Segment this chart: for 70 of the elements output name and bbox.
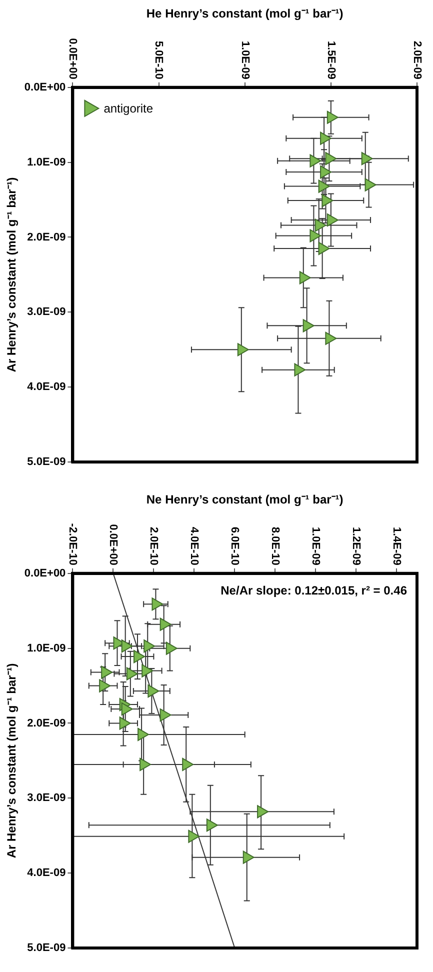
- point: [160, 708, 172, 722]
- point: [99, 679, 111, 692]
- point: [101, 666, 113, 679]
- point: [326, 110, 338, 124]
- y-tick-label: 0.0E+00: [24, 81, 66, 94]
- point: [302, 319, 314, 332]
- x-tick-label: 1.0E-09: [238, 40, 251, 80]
- point: [160, 618, 172, 631]
- point: [294, 363, 306, 376]
- x-tick-label: 1.5E-09: [324, 40, 337, 80]
- point: [121, 702, 133, 716]
- point: [322, 194, 334, 208]
- y-axis-title: Ar Henry’s constant (mol g⁻¹ bar⁻¹): [4, 663, 19, 858]
- point: [140, 758, 152, 772]
- x-tick-label: -2.0E-10: [66, 523, 79, 566]
- y-tick-label: 1.0E-09: [27, 642, 66, 654]
- x-tick-label: 4.0E-10: [188, 526, 200, 566]
- point: [326, 213, 338, 227]
- point: [310, 229, 322, 242]
- point: [320, 132, 332, 145]
- point: [166, 642, 178, 655]
- x-tick-label: 2.0E-09: [410, 40, 423, 80]
- x-tick-label: 5.0E-10: [152, 40, 165, 80]
- x-tick-label: 0.0E+00: [107, 524, 120, 566]
- point: [242, 850, 254, 864]
- y-tick-label: 2.0E-09: [27, 717, 66, 730]
- point: [318, 242, 330, 256]
- point: [257, 805, 269, 818]
- x-tick-label: 1.0E-09: [310, 526, 322, 566]
- y-tick-label: 4.0E-09: [27, 381, 66, 394]
- point: [310, 154, 322, 168]
- point: [138, 728, 150, 742]
- point: [144, 640, 156, 653]
- y-tick-label: 1.0E-09: [27, 156, 66, 168]
- point: [320, 166, 332, 179]
- y-axis-title: Ar Henry’s constant (mol g⁻¹ bar⁻¹): [4, 177, 19, 372]
- y-tick-label: 5.0E-09: [27, 456, 66, 468]
- point: [126, 667, 138, 680]
- point: [361, 152, 373, 166]
- point: [325, 332, 337, 345]
- x-tick-label: 8.0E-10: [269, 526, 282, 566]
- point: [325, 152, 337, 166]
- x-tick-label: 1.4E-09: [390, 526, 403, 566]
- point: [148, 684, 160, 698]
- point: [121, 640, 133, 653]
- y-tick-label: 4.0E-09: [27, 867, 66, 880]
- x-axis-title: Ne Henry’s constant (mol g⁻¹ bar⁻¹): [146, 492, 344, 507]
- point: [119, 716, 131, 730]
- y-tick-label: 5.0E-09: [27, 942, 66, 954]
- point: [152, 598, 164, 611]
- point: [206, 818, 218, 832]
- point: [142, 664, 154, 678]
- point: [188, 830, 200, 843]
- annotation: Ne/Ar slope: 0.12±0.015, r² = 0.46: [220, 584, 408, 598]
- legend-label: antigorite: [104, 102, 154, 116]
- y-tick-label: 2.0E-09: [27, 231, 66, 244]
- point: [299, 271, 311, 284]
- x-tick-label: 6.0E-10: [228, 526, 241, 566]
- point: [314, 218, 326, 232]
- x-tick-label: 1.2E-09: [350, 526, 362, 566]
- y-tick-label: 3.0E-09: [27, 792, 66, 804]
- point: [364, 178, 376, 192]
- y-tick-label: 3.0E-09: [27, 306, 66, 318]
- point: [182, 758, 194, 772]
- x-axis-title: He Henry’s constant (mol g⁻¹ bar⁻¹): [146, 6, 344, 21]
- y-tick-label: 0.0E+00: [24, 567, 66, 580]
- point: [237, 343, 249, 356]
- point: [134, 650, 145, 664]
- x-tick-label: 2.0E-10: [148, 526, 160, 566]
- point: [318, 180, 330, 193]
